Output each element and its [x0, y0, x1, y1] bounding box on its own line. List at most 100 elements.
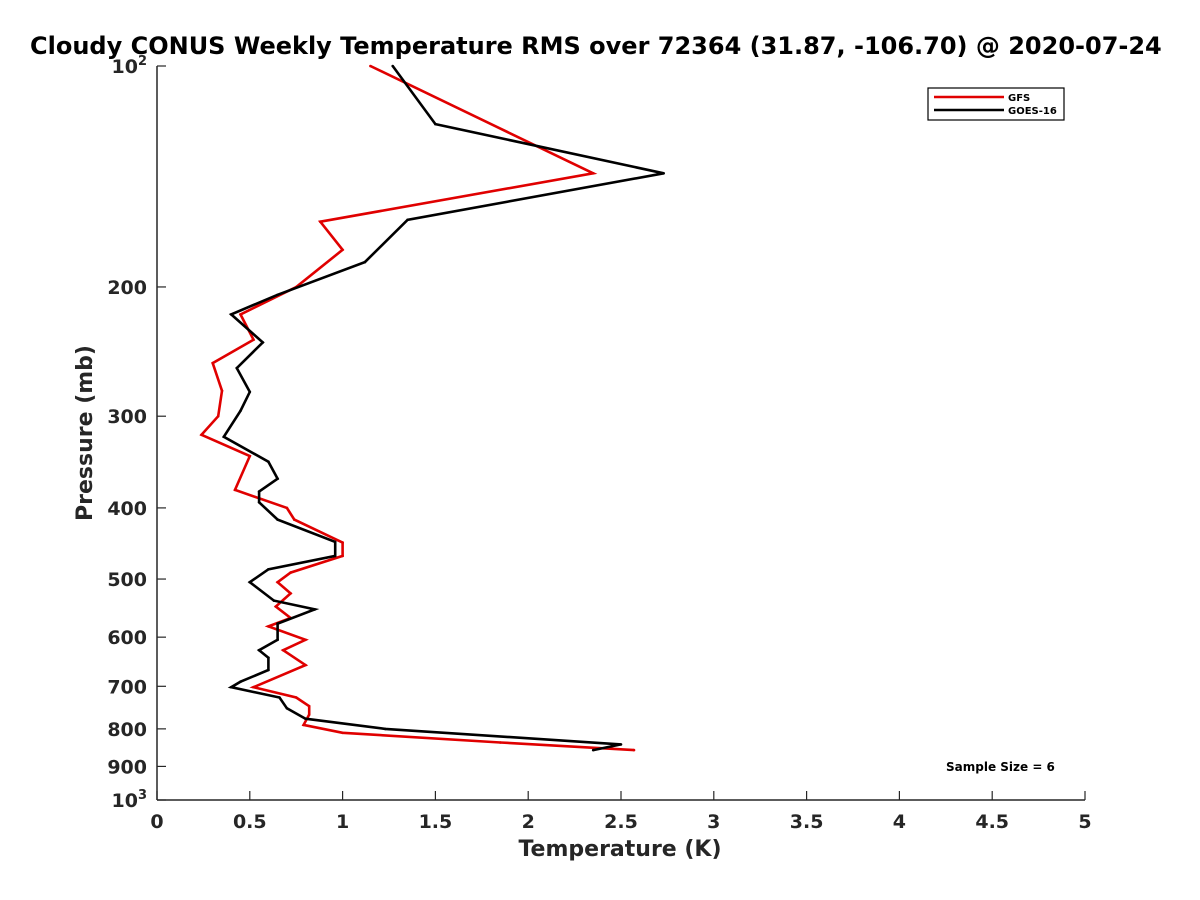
x-tick-label-3: 3 [707, 811, 720, 833]
series-point-goes-16-25 [257, 648, 261, 652]
legend: GFS GOES-16 [927, 87, 1065, 121]
y-tick-label-200: 200 [107, 277, 147, 299]
series-point-gfs-31 [341, 731, 344, 735]
series-point-goes-16-27 [267, 668, 270, 672]
series-point-gfs-27 [294, 696, 298, 699]
series-point-goes-16-0 [391, 64, 395, 68]
x-tick-label-0: 0 [150, 811, 163, 833]
series-point-goes-16-7 [261, 341, 265, 344]
series-point-gfs-28 [307, 704, 311, 708]
series-point-gfs-17 [289, 571, 292, 574]
series-point-gfs-5 [239, 313, 242, 316]
series-point-gfs-23 [304, 638, 307, 642]
x-tick-label-4: 4 [893, 811, 906, 833]
series-point-gfs-14 [293, 518, 296, 521]
series-point-gfs-24 [281, 648, 285, 652]
series-point-gfs-6 [252, 338, 255, 342]
series-point-gfs-0 [369, 64, 372, 68]
legend-label-goes16: GOES-16 [1008, 106, 1057, 117]
series-point-gfs-26 [252, 685, 255, 689]
series-point-gfs-11 [248, 454, 252, 458]
series-point-goes-16-11 [222, 435, 226, 439]
series-point-goes-16-20 [248, 580, 252, 584]
series-point-gfs-32 [499, 741, 502, 744]
y-tick-label-500: 500 [107, 569, 147, 591]
series-point-gfs-16 [341, 554, 344, 558]
series-line-goes-16 [221, 65, 664, 752]
x-tick-label-2-5: 2.5 [604, 811, 638, 833]
series-point-goes-16-17 [333, 540, 337, 544]
series-point-goes-16-35 [591, 748, 595, 752]
y-axis-label: Pressure (mb) [73, 345, 98, 521]
series-point-goes-16-9 [248, 390, 252, 394]
series-point-goes-16-10 [239, 409, 242, 413]
y-tick-label-400: 400 [107, 498, 147, 520]
series-point-goes-16-24 [276, 638, 279, 642]
series-point-goes-16-15 [257, 501, 261, 504]
series-point-gfs-25 [304, 663, 307, 667]
series-point-gfs-13 [285, 506, 289, 510]
series-goes-16 [221, 64, 665, 752]
x-tick-label-5: 5 [1078, 811, 1091, 833]
sample-size-annotation: Sample Size = 6 [946, 760, 1055, 774]
series-point-goes-16-3 [406, 218, 409, 222]
series-point-gfs-2 [319, 220, 322, 223]
series-point-goes-16-16 [276, 518, 279, 521]
series-point-gfs-18 [276, 580, 279, 584]
y-tick-label-900: 900 [107, 756, 147, 778]
x-tick-label-1-5: 1.5 [419, 811, 453, 833]
series-point-goes-16-1 [434, 122, 437, 126]
series-point-gfs-29 [307, 713, 311, 716]
series-point-gfs-8 [220, 389, 224, 393]
y-tick-label-700: 700 [107, 676, 147, 698]
x-tick-label-2: 2 [522, 811, 535, 833]
series-point-goes-16-33 [384, 727, 387, 731]
series-point-gfs-7 [211, 361, 214, 365]
chart-title: Cloudy CONUS Weekly Temperature RMS over… [30, 32, 1162, 60]
series-point-gfs-15 [341, 541, 344, 544]
series-point-gfs-3 [341, 248, 344, 252]
series-point-goes-16-26 [267, 656, 270, 659]
series-point-goes-16-34 [619, 743, 623, 746]
series-point-goes-16-19 [267, 568, 270, 571]
series-point-goes-16-2 [662, 172, 665, 175]
series-point-goes-16-21 [272, 599, 276, 602]
x-tick-label-3-5: 3.5 [790, 811, 824, 833]
x-ticks: 0 0.5 1 1.5 2 2.5 3 3.5 4 4.5 5 [150, 791, 1092, 833]
series-point-goes-16-12 [267, 460, 270, 464]
series-point-goes-16-22 [313, 608, 317, 611]
x-tick-label-0-5: 0.5 [233, 811, 267, 833]
legend-label-gfs: GFS [1008, 93, 1030, 104]
series-point-goes-16-14 [257, 490, 261, 493]
y-tick-label-600: 600 [107, 627, 147, 649]
series-point-goes-16-28 [239, 680, 242, 683]
series-point-gfs-9 [216, 414, 220, 418]
series-point-goes-16-29 [229, 685, 233, 689]
y-ticks: 102 200 300 400 500 600 700 800 900 103 [107, 54, 166, 812]
series-point-goes-16-13 [276, 477, 279, 481]
legend-box [927, 87, 1065, 121]
series-point-goes-16-32 [304, 717, 307, 720]
series-point-gfs-19 [289, 592, 292, 595]
series-layer [199, 64, 665, 752]
series-point-goes-16-8 [235, 366, 239, 370]
x-axis-label: Temperature (K) [518, 837, 721, 862]
y-tick-label-800: 800 [107, 719, 147, 741]
x-tick-label-4-5: 4.5 [975, 811, 1009, 833]
series-point-goes-16-6 [229, 313, 233, 316]
series-point-gfs-12 [233, 488, 237, 492]
series-point-gfs-22 [267, 625, 270, 628]
series-point-goes-16-18 [333, 554, 337, 558]
y-tick-label-100: 102 [112, 54, 148, 78]
series-point-gfs-10 [200, 433, 203, 437]
series-point-goes-16-30 [278, 696, 281, 699]
series-point-gfs-33 [632, 748, 636, 752]
series-point-gfs-20 [274, 605, 278, 608]
y-tick-label-300: 300 [107, 406, 147, 428]
series-point-goes-16-5 [276, 293, 279, 297]
series-point-gfs-1 [591, 172, 595, 175]
series-point-goes-16-4 [363, 260, 367, 264]
x-tick-label-1: 1 [336, 811, 349, 833]
series-point-gfs-30 [302, 723, 305, 727]
